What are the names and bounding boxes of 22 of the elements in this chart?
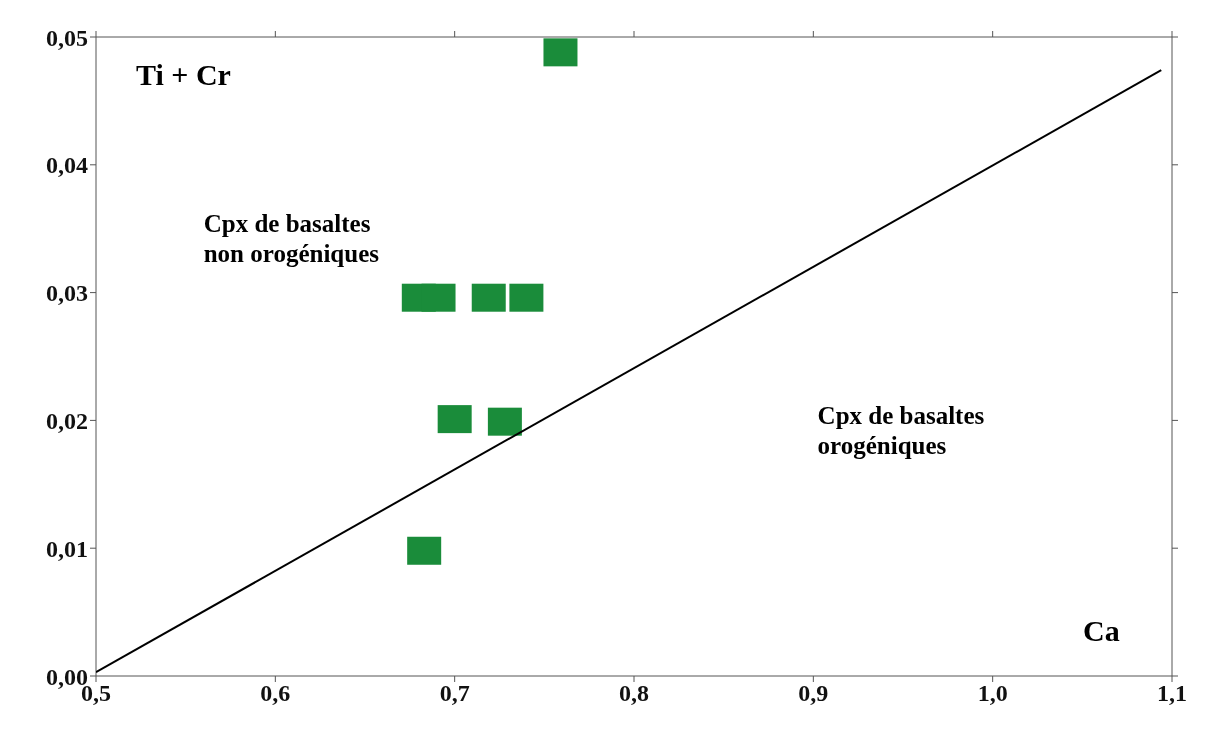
y-tick-label: 0,05 xyxy=(46,24,88,51)
point xyxy=(543,38,578,67)
point xyxy=(407,536,442,565)
x-tick-label: 0,8 xyxy=(619,680,649,707)
point xyxy=(421,283,456,312)
point xyxy=(509,283,544,312)
y-tick-label: 0,02 xyxy=(46,407,88,434)
y-tick-label: 0,01 xyxy=(46,535,88,562)
point xyxy=(471,283,506,312)
y-axis-title: Ti + Cr xyxy=(136,58,231,92)
annotation: Cpx de basaltes non orogéniques xyxy=(203,208,379,269)
x-tick-label: 0,7 xyxy=(439,680,470,707)
x-tick-label: 1,1 xyxy=(1157,680,1187,707)
point xyxy=(437,405,472,434)
x-axis-title: Ca xyxy=(1083,614,1120,648)
y-tick-label: 0,04 xyxy=(46,152,88,179)
y-tick-label: 0,03 xyxy=(46,280,88,307)
annotation: Cpx de basaltes orogéniques xyxy=(817,400,985,461)
x-tick-label: 0,6 xyxy=(260,680,291,707)
x-tick-label: 1,0 xyxy=(977,680,1008,707)
x-tick-label: 0,9 xyxy=(798,680,829,707)
point xyxy=(487,407,522,436)
